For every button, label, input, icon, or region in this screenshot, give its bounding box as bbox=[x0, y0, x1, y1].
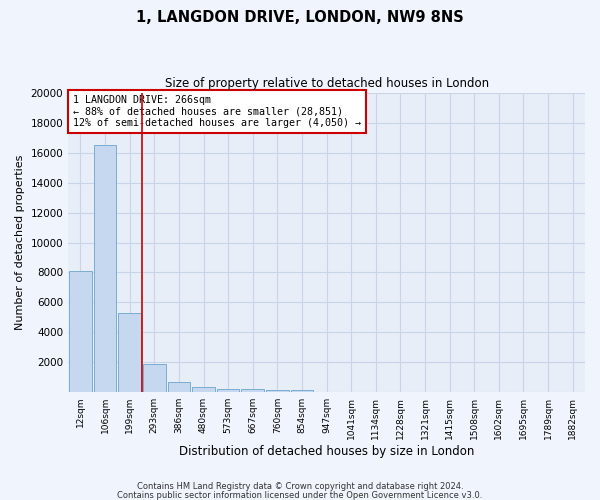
Bar bbox=[94, 146, 116, 392]
Bar bbox=[217, 389, 239, 392]
Y-axis label: Number of detached properties: Number of detached properties bbox=[15, 155, 25, 330]
Bar bbox=[69, 271, 92, 392]
Bar bbox=[167, 382, 190, 392]
X-axis label: Distribution of detached houses by size in London: Distribution of detached houses by size … bbox=[179, 444, 474, 458]
Text: 1, LANGDON DRIVE, LONDON, NW9 8NS: 1, LANGDON DRIVE, LONDON, NW9 8NS bbox=[136, 10, 464, 25]
Bar bbox=[241, 389, 264, 392]
Bar bbox=[143, 364, 166, 392]
Text: 1 LANGDON DRIVE: 266sqm
← 88% of detached houses are smaller (28,851)
12% of sem: 1 LANGDON DRIVE: 266sqm ← 88% of detache… bbox=[73, 94, 361, 128]
Bar bbox=[266, 390, 289, 392]
Text: Contains public sector information licensed under the Open Government Licence v3: Contains public sector information licen… bbox=[118, 490, 482, 500]
Bar bbox=[118, 312, 141, 392]
Bar bbox=[192, 388, 215, 392]
Bar bbox=[290, 390, 313, 392]
Title: Size of property relative to detached houses in London: Size of property relative to detached ho… bbox=[164, 78, 488, 90]
Text: Contains HM Land Registry data © Crown copyright and database right 2024.: Contains HM Land Registry data © Crown c… bbox=[137, 482, 463, 491]
